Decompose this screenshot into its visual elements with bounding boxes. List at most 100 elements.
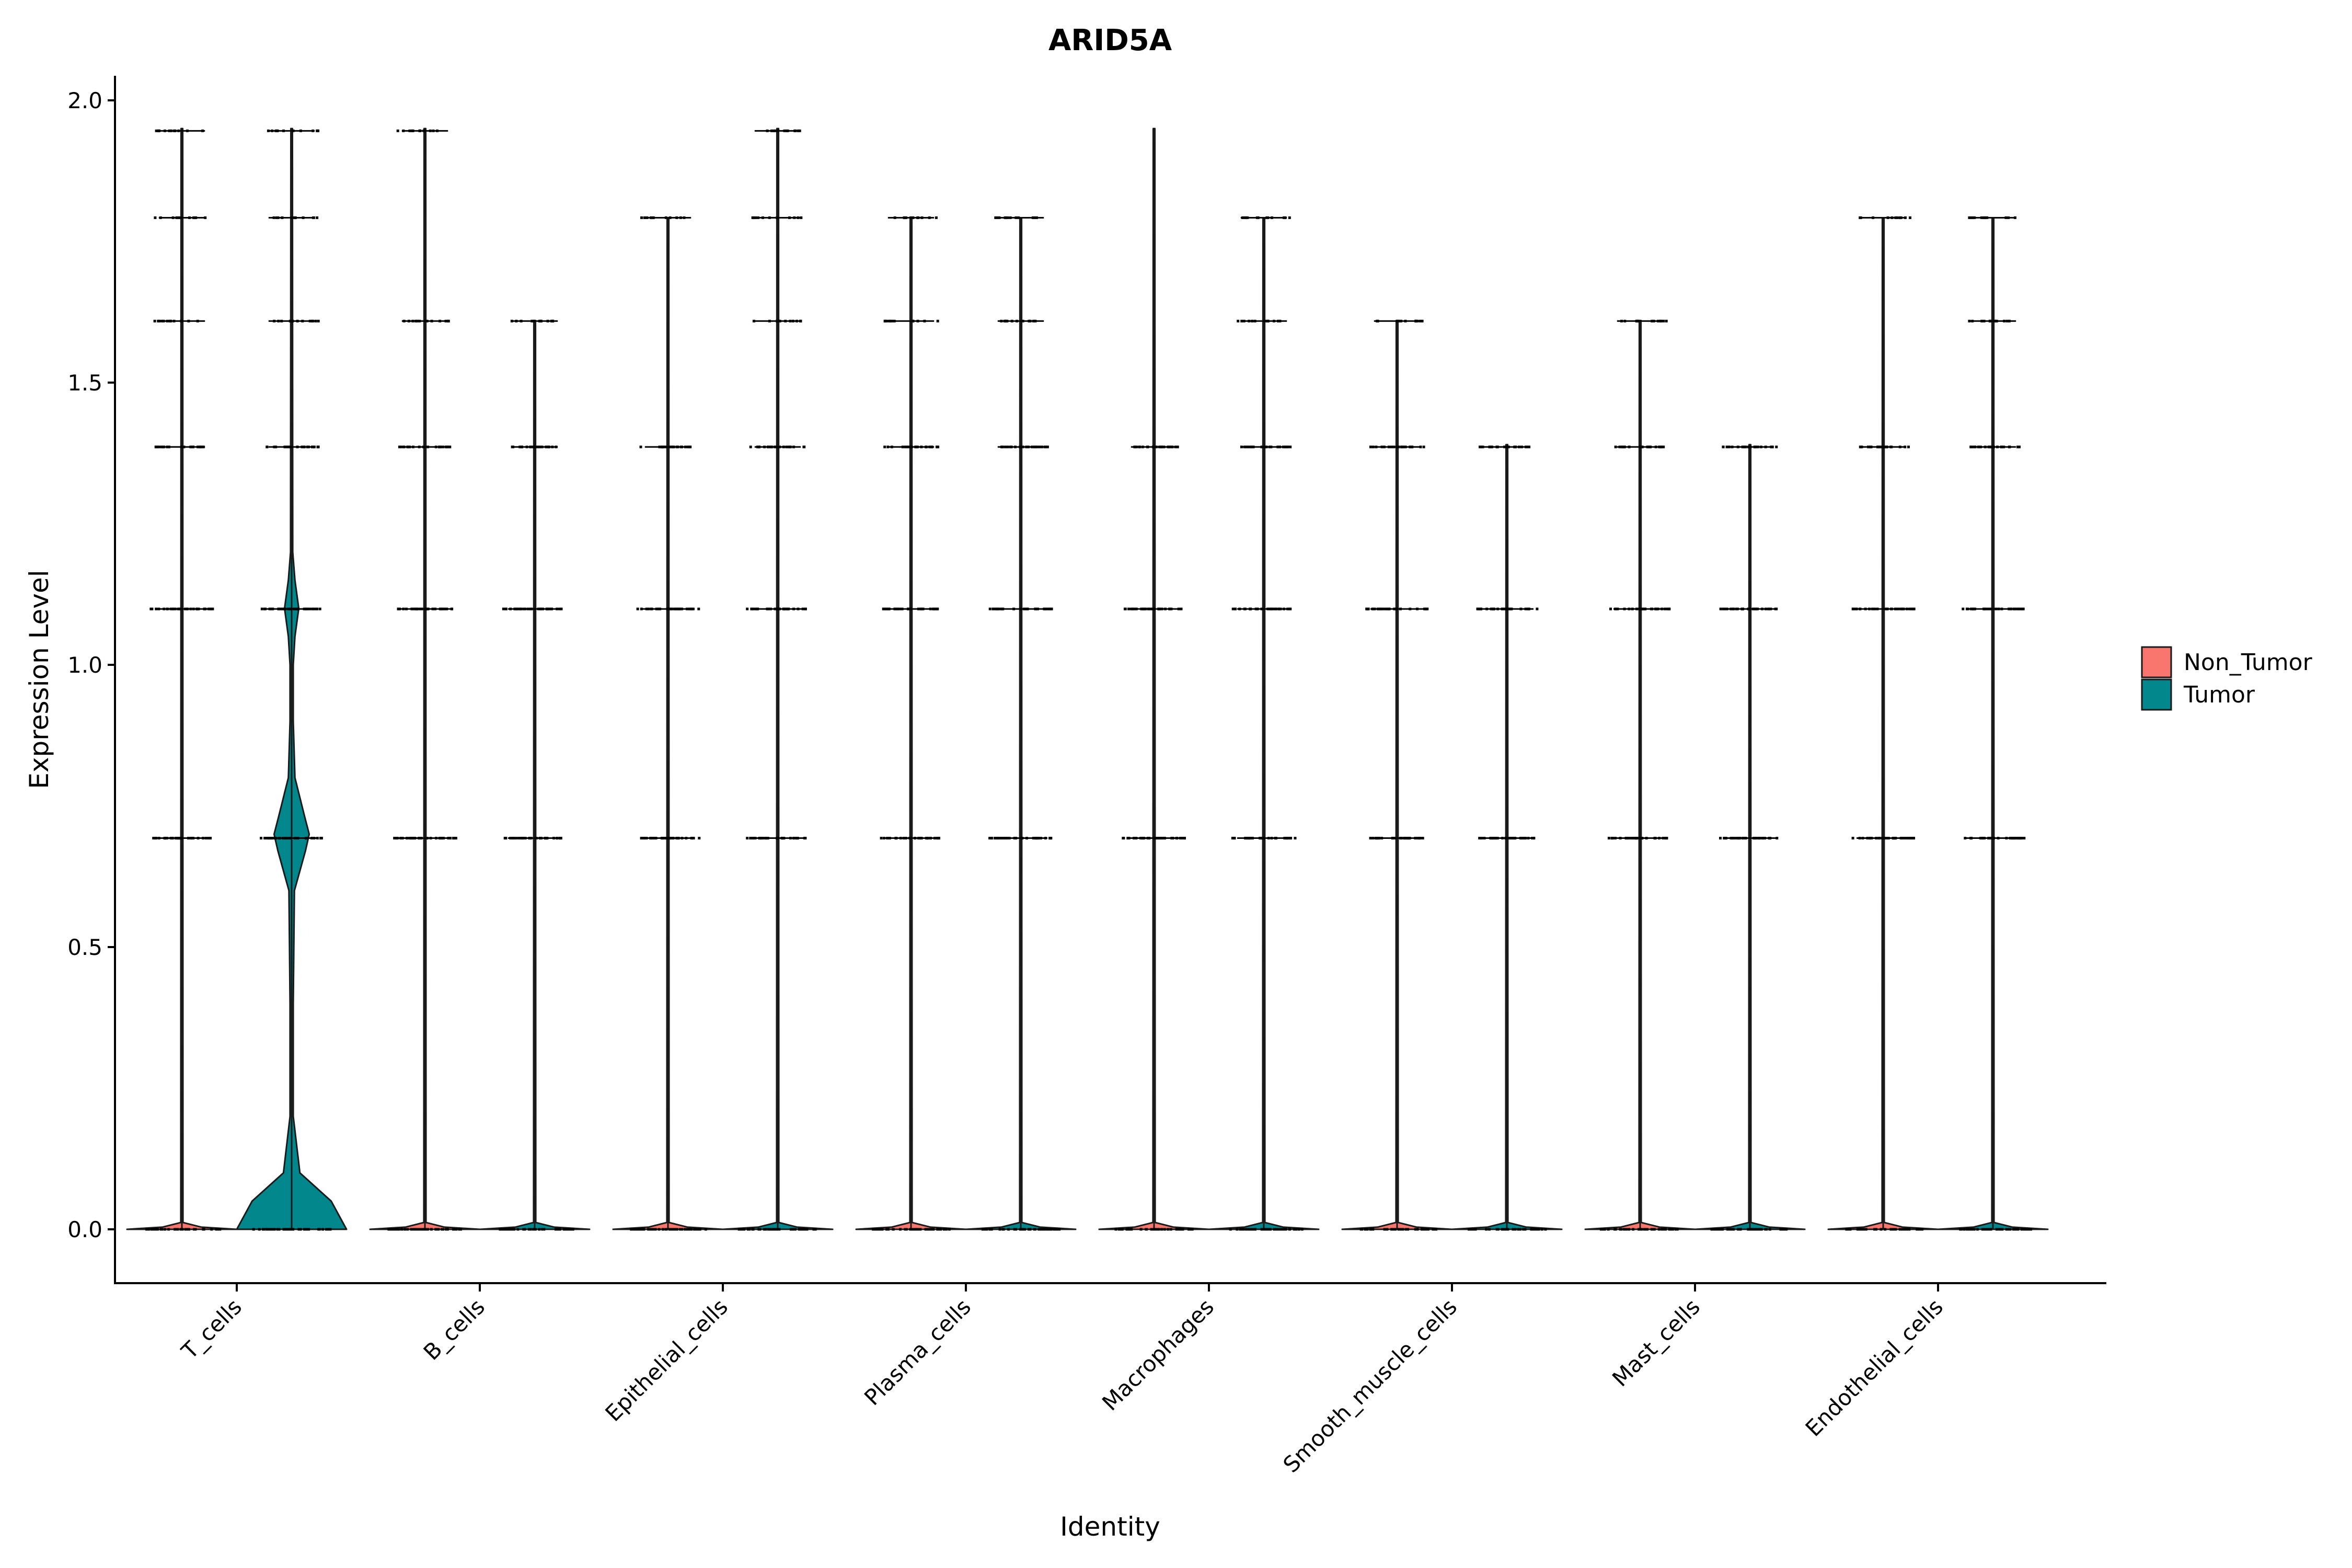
data-point xyxy=(207,837,210,840)
data-point xyxy=(1046,1228,1049,1231)
data-point xyxy=(1535,1228,1538,1231)
data-point xyxy=(1275,1228,1278,1231)
data-point xyxy=(502,607,505,610)
data-point xyxy=(1544,1228,1547,1231)
data-point xyxy=(899,1228,902,1231)
data-point xyxy=(1473,1228,1476,1231)
series-tumor xyxy=(236,128,2049,1231)
data-point xyxy=(1422,445,1425,448)
data-point xyxy=(1884,1228,1887,1231)
data-point xyxy=(1233,837,1236,840)
data-point xyxy=(317,1228,320,1231)
data-point xyxy=(1726,1228,1729,1231)
data-point xyxy=(413,1228,417,1231)
data-point xyxy=(1239,1228,1242,1231)
data-point xyxy=(1181,837,1184,840)
data-point xyxy=(1609,607,1612,610)
data-point xyxy=(1300,1228,1304,1231)
data-point xyxy=(1768,1228,1771,1231)
data-point xyxy=(1973,1228,1976,1231)
data-point xyxy=(1968,216,1971,220)
data-point xyxy=(2013,1228,2016,1231)
data-point xyxy=(1907,445,1910,448)
data-point xyxy=(1611,837,1615,840)
data-point xyxy=(930,1228,933,1231)
data-point xyxy=(1919,1228,1922,1231)
data-point xyxy=(1717,1228,1720,1231)
data-point xyxy=(1719,837,1722,840)
series-non-tumor xyxy=(126,128,1939,1231)
data-point xyxy=(317,319,320,322)
data-point xyxy=(412,1228,415,1231)
data-point xyxy=(686,1228,689,1231)
data-point xyxy=(1231,607,1235,610)
data-point xyxy=(737,1228,741,1231)
data-point xyxy=(636,1228,639,1231)
data-point xyxy=(773,1228,776,1231)
data-point xyxy=(917,1228,920,1231)
data-point xyxy=(1967,1228,1970,1231)
data-point xyxy=(2023,837,2026,840)
data-point xyxy=(1522,1228,1525,1231)
data-point xyxy=(1667,607,1670,610)
data-point xyxy=(329,1228,332,1231)
data-point xyxy=(305,1228,308,1231)
data-point xyxy=(1643,1228,1646,1231)
data-point xyxy=(990,837,993,840)
data-point xyxy=(881,1228,884,1231)
data-point xyxy=(1229,1228,1232,1231)
data-point xyxy=(1432,1228,1435,1231)
data-point xyxy=(1021,1228,1024,1231)
data-point xyxy=(448,445,452,448)
data-point xyxy=(442,1228,445,1231)
data-point xyxy=(1662,319,1665,322)
data-point xyxy=(1267,1228,1271,1231)
data-point xyxy=(1652,1228,1655,1231)
data-point xyxy=(2025,1228,2028,1231)
data-point xyxy=(988,607,991,610)
data-point xyxy=(1145,1228,1148,1231)
data-point xyxy=(317,445,320,448)
data-point xyxy=(2006,1228,2009,1231)
data-point xyxy=(1737,1228,1740,1231)
data-point xyxy=(1730,1228,1733,1231)
data-point xyxy=(994,216,997,220)
data-point xyxy=(1416,1228,1419,1231)
data-point xyxy=(2016,445,2019,448)
data-point xyxy=(316,129,319,132)
data-point xyxy=(812,1228,815,1231)
data-point xyxy=(290,1228,293,1231)
data-point xyxy=(885,319,889,322)
data-point xyxy=(505,1228,509,1231)
data-point xyxy=(270,1228,273,1231)
data-point xyxy=(681,1228,684,1231)
data-point xyxy=(775,1228,778,1231)
data-point xyxy=(1909,837,1912,840)
data-point xyxy=(267,129,270,132)
y-ticks: 0.0 0.5 1.0 1.5 2.0 xyxy=(67,88,115,1242)
data-point xyxy=(1383,1228,1386,1231)
data-point xyxy=(1713,1228,1716,1231)
data-point xyxy=(998,1228,1001,1231)
data-point xyxy=(1599,1228,1602,1231)
data-point xyxy=(1732,1228,1735,1231)
data-point xyxy=(538,1228,541,1231)
data-point xyxy=(510,1228,513,1231)
data-point xyxy=(154,216,157,220)
data-point xyxy=(803,1228,805,1231)
data-point xyxy=(2019,837,2022,840)
data-point xyxy=(1530,1228,1533,1231)
data-point xyxy=(1139,1228,1143,1231)
data-point xyxy=(1614,445,1617,448)
data-point xyxy=(316,216,319,220)
data-point xyxy=(1845,1228,1848,1231)
data-point xyxy=(932,1228,935,1231)
data-point xyxy=(1260,1228,1263,1231)
x-tick-label: Plasma_cells xyxy=(859,1294,976,1410)
data-point xyxy=(276,1228,279,1231)
data-point xyxy=(640,216,643,220)
data-point xyxy=(1176,445,1179,448)
data-point xyxy=(1663,1228,1666,1231)
data-point xyxy=(1043,1228,1046,1231)
data-point xyxy=(1964,837,1967,840)
